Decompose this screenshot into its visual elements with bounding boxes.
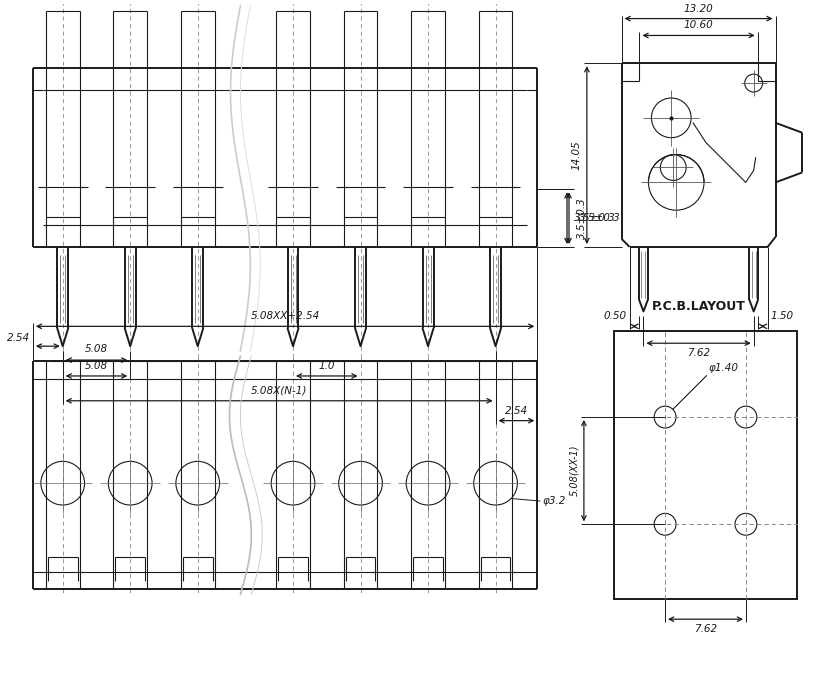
Text: 14.05: 14.05 [572,140,582,170]
Text: 1.0: 1.0 [318,361,335,371]
Text: 1.50: 1.50 [771,312,794,321]
Text: P.C.B.LAYOUT: P.C.B.LAYOUT [651,300,746,313]
Text: 5.08: 5.08 [85,344,108,354]
Text: 2.54: 2.54 [505,406,528,416]
Text: 3.5±0.3: 3.5±0.3 [574,213,616,223]
Text: 0.50: 0.50 [603,312,626,321]
Bar [614,331,797,599]
Text: 13.20: 13.20 [684,4,713,13]
Text: φ1.40: φ1.40 [709,363,739,373]
Text: 7.62: 7.62 [687,348,710,358]
Text: 7.62: 7.62 [694,624,717,634]
Text: 5.08(XX-1): 5.08(XX-1) [569,445,579,496]
Text: 3.5±0.3: 3.5±0.3 [577,197,587,239]
Text: 5.08X(N-1): 5.08X(N-1) [251,386,307,396]
Text: 10.60: 10.60 [684,20,713,31]
Text: 5.08: 5.08 [85,361,108,371]
Text: 2.54: 2.54 [7,333,30,343]
Text: 5.08XX+2.54: 5.08XX+2.54 [251,312,320,321]
Text: φ3.2: φ3.2 [542,496,566,506]
Text: 3.5±0.3: 3.5±0.3 [579,213,621,223]
